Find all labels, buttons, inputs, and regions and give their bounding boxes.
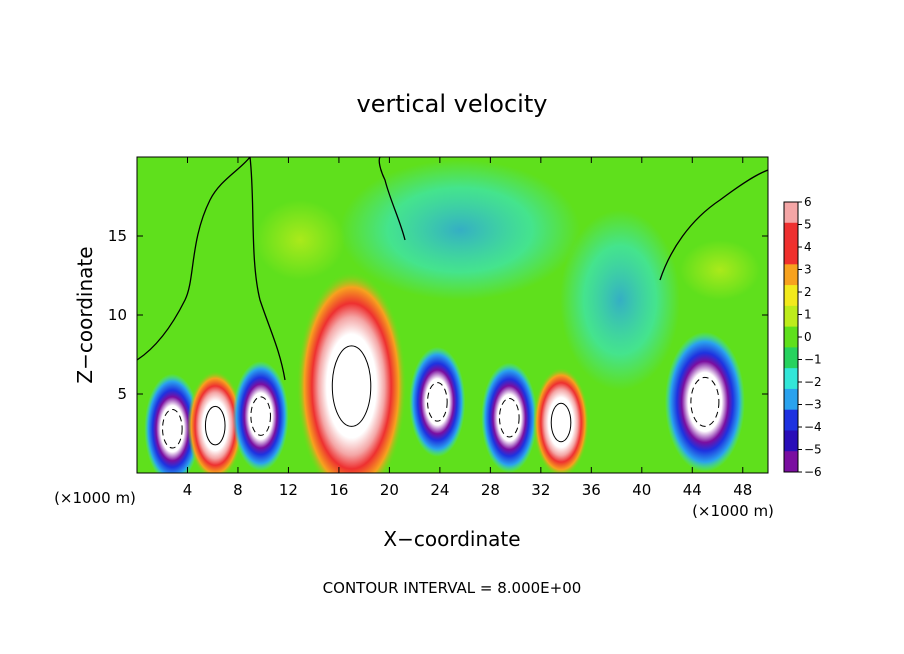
- colorbar-swatch-1: [784, 222, 798, 245]
- x-tick-label-5: 24: [430, 481, 449, 499]
- colorbar-label-2: 4: [804, 240, 812, 254]
- velocity-cell-contour-2: [250, 396, 271, 436]
- x-tick-label-1: 8: [233, 481, 243, 499]
- x-tick-label-6: 28: [481, 481, 500, 499]
- colorbar: 6 5 4 3 2 1 0 −1 −2 −3 −4 −5 −6: [783, 195, 822, 479]
- velocity-cell-contour-4: [427, 382, 448, 422]
- y-tick-label-1: 10: [108, 306, 127, 324]
- colorbar-label-9: −3: [804, 398, 822, 412]
- contour-zero-left: [137, 157, 251, 361]
- velocity-cell-6: [533, 367, 590, 473]
- colorbar-label-12: −6: [804, 465, 822, 479]
- colorbar-swatch-4: [784, 285, 798, 307]
- colorbar-label-8: −2: [804, 375, 822, 389]
- colorbar-swatch-0: [784, 202, 798, 224]
- colorbar-swatch-9: [784, 388, 798, 411]
- colorbar-label-0: 6: [804, 195, 812, 209]
- velocity-cell-4: [409, 346, 466, 457]
- colorbar-swatch-5: [784, 305, 798, 328]
- field-upper-right-teal: [560, 210, 680, 390]
- y-axis-label: Z−coordinate: [73, 246, 97, 383]
- x-tick-label-2: 12: [279, 481, 298, 499]
- x-unit-right: (×1000 m): [692, 502, 774, 520]
- velocity-cell-1: [187, 370, 244, 473]
- colorbar-swatch-6: [784, 326, 798, 348]
- velocity-cell-3: [296, 271, 407, 473]
- colorbar-swatch-2: [784, 243, 798, 265]
- velocity-cell-contour-0: [162, 409, 183, 449]
- colorbar-label-7: −1: [804, 353, 822, 367]
- x-tick-label-10: 44: [683, 481, 702, 499]
- contour-zero-mid: [249, 157, 286, 381]
- x-tick-label-7: 32: [531, 481, 550, 499]
- x-unit-left: (×1000 m): [54, 489, 136, 507]
- heatmap-field: [144, 160, 760, 473]
- colorbar-swatch-11: [784, 430, 798, 452]
- velocity-cell-contour-5: [498, 397, 520, 438]
- velocity-cell-5: [481, 362, 538, 473]
- colorbar-label-6: 0: [804, 330, 812, 344]
- velocity-cell-contour-3: [331, 345, 372, 427]
- velocity-cell-7: [664, 331, 745, 472]
- x-tick-label-11: 48: [733, 481, 752, 499]
- velocity-cell-0: [144, 373, 201, 473]
- y-tick-label-2: 15: [108, 227, 127, 245]
- y-tick-label-0: 5: [117, 385, 127, 403]
- contour-zero-right: [659, 169, 768, 281]
- x-tick-label-3: 16: [329, 481, 348, 499]
- field-right-yellow: [680, 240, 760, 300]
- colorbar-label-1: 5: [804, 218, 812, 232]
- x-tick-label-0: 4: [183, 481, 193, 499]
- x-axis-label: X−coordinate: [383, 527, 520, 551]
- velocity-cell-2: [232, 361, 289, 472]
- colorbar-label-11: −5: [804, 443, 822, 457]
- field-left-yellow: [255, 200, 345, 280]
- contour-interval-footer: CONTOUR INTERVAL = 8.000E+00: [323, 579, 582, 597]
- colorbar-swatch-12: [784, 451, 798, 473]
- contour-zero-upper: [378, 157, 406, 241]
- x-tick-label-8: 36: [582, 481, 601, 499]
- chart-title: vertical velocity: [357, 90, 548, 118]
- x-tick-label-9: 40: [632, 481, 651, 499]
- colorbar-label-3: 3: [804, 263, 812, 277]
- colorbar-label-10: −4: [804, 420, 822, 434]
- velocity-cell-contour-6: [550, 402, 572, 443]
- colorbar-swatch-7: [784, 347, 798, 369]
- contour-lines: [137, 157, 768, 381]
- velocity-cell-contour-7: [690, 376, 720, 427]
- colorbar-swatch-10: [784, 409, 798, 431]
- colorbar-swatch-8: [784, 368, 798, 390]
- field-upper-teal: [340, 160, 580, 300]
- x-axis-ticks: 4 8 12 16 20 24 28 32 36 40 44 48: [183, 157, 752, 499]
- colorbar-swatch-3: [784, 264, 798, 286]
- velocity-cells: [144, 271, 745, 473]
- colorbar-label-5: 1: [804, 308, 812, 322]
- x-tick-label-4: 20: [380, 481, 399, 499]
- colorbar-label-4: 2: [804, 285, 812, 299]
- velocity-cell-contour-1: [204, 405, 226, 446]
- y-axis-ticks: 5 10 15: [108, 227, 768, 403]
